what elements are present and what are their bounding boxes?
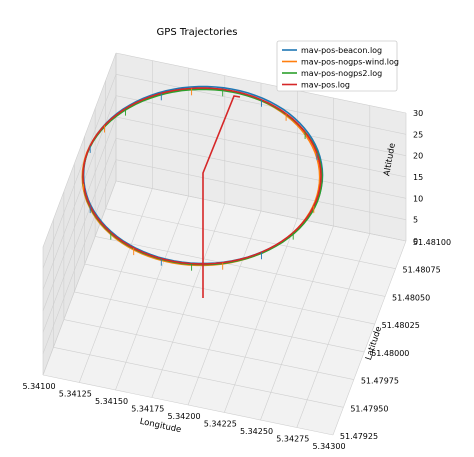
grid-x-floor [79,188,153,383]
z-tick-label: 25 [413,130,423,139]
x-tick-label: 5.34250 [240,427,273,436]
legend-label: mav-pos.log [301,81,350,90]
grid-z-left [42,138,117,333]
x-tick-label: 5.34175 [131,405,164,414]
grid-z-back [115,159,407,220]
grid-x-floor [260,225,334,421]
grid-z-back [115,95,407,156]
legend-label: mav-pos-beacon.log [301,46,382,55]
grid-z-back [115,116,407,178]
x-tick-label: 5.34125 [59,390,92,399]
grid-y-floor [53,347,344,408]
grid-z-left [42,159,117,354]
grid-x-floor [224,218,298,413]
x-tick-label: 5.34100 [22,382,55,391]
y-tick-label: 51.48000 [371,349,409,358]
z-tick-label: 30 [413,109,423,118]
grid-y-floor [95,236,386,297]
grid-z-left [42,52,117,248]
z-tick-label: 10 [413,194,423,203]
y-tick-label: 51.48100 [413,238,451,247]
grid-y-floor [74,291,365,353]
grid-z-left [42,74,117,269]
grid-z-left [42,180,117,376]
chart-title: GPS Trajectories [157,27,238,38]
trajectories [81,85,324,298]
y-tick-label: 51.48025 [382,321,420,330]
grid-x-floor [151,203,226,398]
legend-box [276,40,398,92]
legend-label: mav-pos-nogps2.log [301,69,382,78]
z-tick-label: 0 [413,237,418,246]
takeoff-segment [202,95,241,298]
grid-z-back [115,138,407,199]
y-tick-label: 51.47950 [350,404,388,413]
grid-x-floor [296,233,371,428]
y-tick-label: 51.48050 [392,293,430,302]
z-tick-label: 5 [413,216,418,225]
grid-x-floor [115,195,189,391]
z-tick-label: 15 [413,173,423,182]
legend-label: mav-pos-nogps-wind.log [301,58,399,67]
y-tick-label: 51.48075 [403,266,441,275]
grid-y-floor [42,374,334,436]
grid-x-floor [187,210,262,406]
legend: mav-pos-beacon.log mav-pos-nogps-wind.log… [276,40,399,92]
z-tick-label: 20 [413,152,423,161]
grid-y-floor [84,263,375,325]
x-tick-label: 5.34275 [276,435,309,444]
grid-x-floor [332,240,407,436]
grid-z-left [42,116,117,312]
grid-z-back [115,74,407,135]
grid-z-back [115,52,407,114]
grid-z-back [115,180,407,242]
x-tick-label: 5.34225 [204,420,237,429]
x-tick-label: 5.34200 [167,412,200,421]
y-tick-label: 51.47975 [361,377,399,386]
y-tick-label: 51.47925 [340,432,378,441]
x-tick-label: 5.34150 [95,397,128,406]
grid-y-floor [63,319,354,380]
x-tick-label: 5.34300 [312,442,345,451]
grid-y-floor [105,208,396,269]
